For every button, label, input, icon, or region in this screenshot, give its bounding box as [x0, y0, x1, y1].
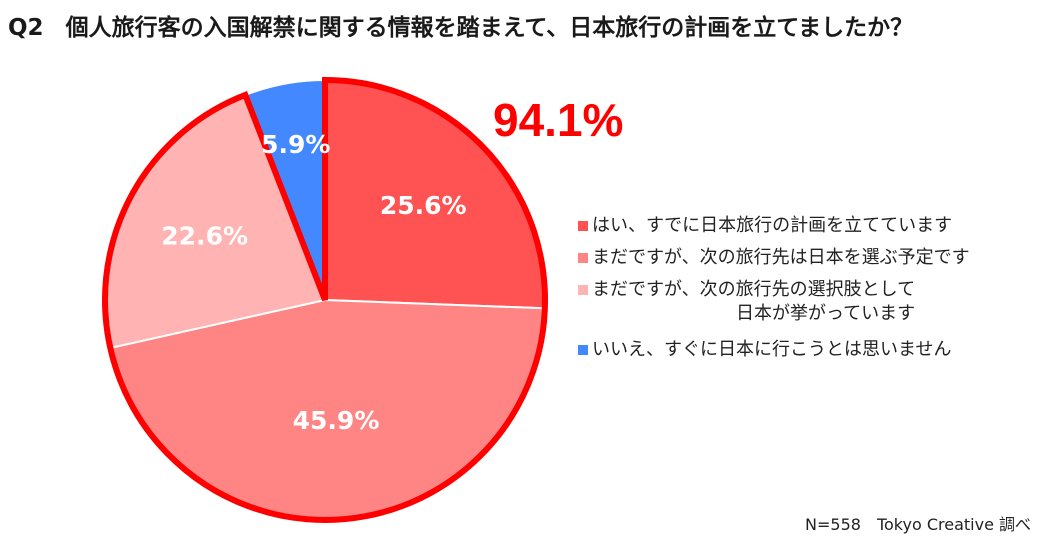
legend: はい、すでに日本旅行の計画を立てています まだですが、次の旅行先は日本を選ぶ予定…: [578, 214, 970, 362]
slice-label: 45.9%: [293, 406, 380, 435]
highlight-total: 94.1%: [493, 94, 624, 146]
legend-item: まだですが、次の旅行先は日本を選ぶ予定です: [578, 246, 970, 270]
legend-swatch: [578, 285, 588, 295]
legend-label: いいえ、すぐに日本に行こうとは思いません: [592, 339, 952, 360]
slice-label: 25.6%: [380, 191, 467, 220]
highlight-group-outline: [102, 76, 548, 523]
legend-swatch: [578, 253, 588, 263]
slice-label: 22.6%: [161, 221, 248, 250]
chart-title: Q2 個人旅行客の入国解禁に関する情報を踏まえて、日本旅行の計画を立てましたか？: [8, 8, 913, 42]
question-number: Q2: [8, 15, 44, 41]
source-note: N=558 Tokyo Creative 調べ: [805, 515, 1031, 534]
legend-item: まだですが、次の旅行先の選択肢として 日本が挙がっています: [578, 278, 970, 326]
legend-item: いいえ、すぐに日本に行こうとは思いません: [578, 338, 970, 362]
legend-label-line2: 日本が挙がっています: [736, 303, 916, 324]
legend-swatch: [578, 221, 588, 231]
legend-label-group: まだですが、次の旅行先の選択肢として 日本が挙がっています: [592, 278, 915, 326]
pie-labels: 25.6% 45.9% 22.6% 5.9%: [161, 130, 466, 435]
legend-item: はい、すでに日本旅行の計画を立てています: [578, 214, 970, 238]
question-text: 個人旅行客の入国解禁に関する情報を踏まえて、日本旅行の計画を立てましたか？: [65, 15, 914, 41]
legend-label: はい、すでに日本旅行の計画を立てています: [592, 215, 953, 236]
slice-label: 5.9%: [261, 130, 330, 159]
legend-label: まだですが、次の旅行先の選択肢として: [592, 279, 916, 300]
legend-label: まだですが、次の旅行先は日本を選ぶ予定です: [592, 247, 970, 268]
legend-swatch: [578, 345, 588, 355]
